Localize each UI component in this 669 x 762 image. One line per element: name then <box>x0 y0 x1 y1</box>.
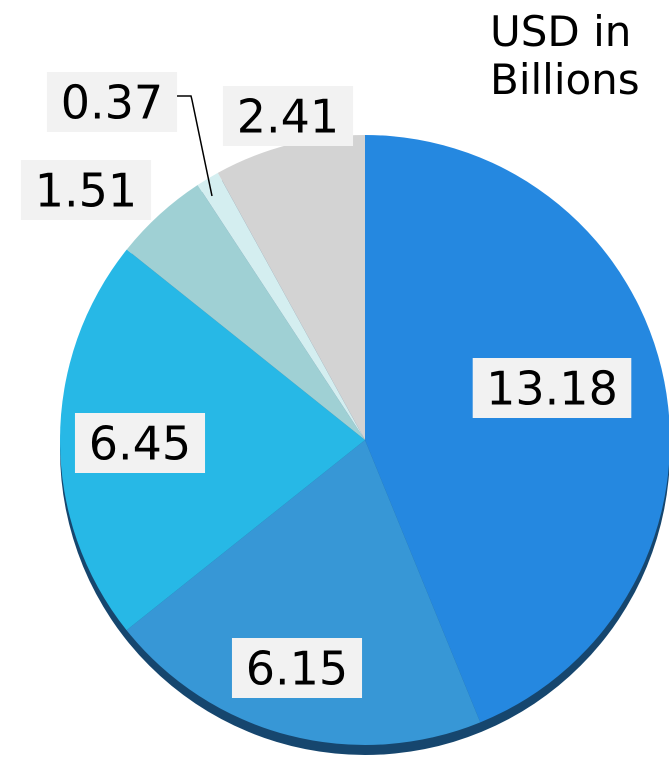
data-label-2-41: 2.41 <box>222 86 354 146</box>
data-label-box <box>74 413 206 473</box>
data-label-6-15: 6.15 <box>231 638 363 698</box>
data-label-text: 6.15 <box>246 642 348 696</box>
data-label-text: 1.51 <box>35 164 137 218</box>
data-label-box <box>231 638 363 698</box>
pie-slice-6-15 <box>126 440 481 745</box>
data-label-box <box>222 86 354 146</box>
data-label-box <box>472 358 632 418</box>
leader-line-0-37 <box>176 95 213 197</box>
data-labels: 13.18 6.15 6.45 1.51 0.37 2.41 <box>20 72 632 698</box>
data-label-box <box>46 72 178 132</box>
data-label-13-18: 13.18 <box>472 358 632 418</box>
pie-slice-13-18 <box>365 135 669 723</box>
pie-slice-0-37 <box>197 172 365 441</box>
data-label-text: 13.18 <box>486 362 618 416</box>
data-label-text: 2.41 <box>237 90 339 144</box>
pie-slice-2-41 <box>217 135 365 440</box>
data-label-0-37: 0.37 <box>46 72 178 132</box>
pie-slice-6-45 <box>60 249 365 631</box>
data-label-text: 0.37 <box>61 76 163 130</box>
data-label-text: 6.45 <box>89 417 191 471</box>
data-label-1-51: 1.51 <box>20 160 152 220</box>
leader-lines <box>176 95 213 197</box>
data-label-box <box>20 160 152 220</box>
unit-label-line1: USD in <box>490 7 632 56</box>
data-label-6-45: 6.45 <box>74 413 206 473</box>
unit-label-line2: Billions <box>490 55 640 104</box>
unit-label: USD in Billions <box>490 8 640 104</box>
pie-slice-1-51 <box>126 185 366 440</box>
pie-slices <box>60 135 669 745</box>
